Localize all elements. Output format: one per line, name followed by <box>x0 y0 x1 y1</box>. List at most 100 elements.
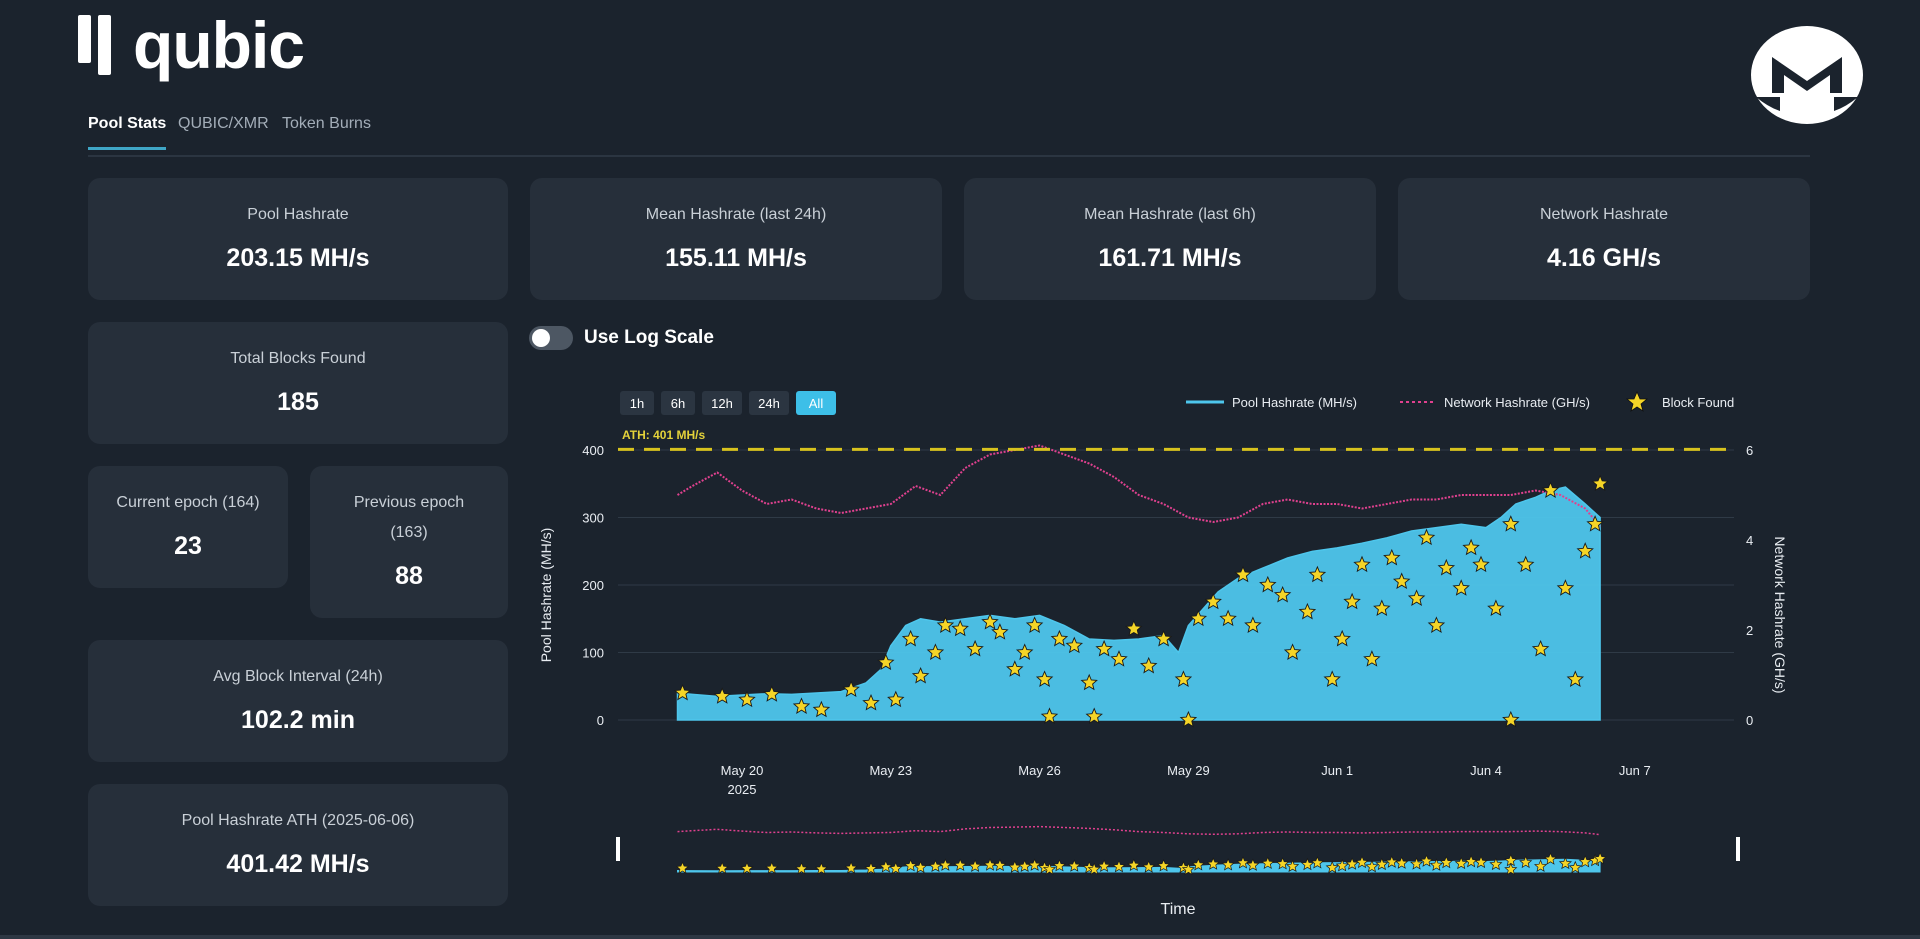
range-button-12h[interactable]: 12h <box>702 391 742 415</box>
toggle-knob <box>532 329 550 347</box>
card-network-hashrate: Network Hashrate 4.16 GH/s <box>1398 178 1810 300</box>
pool-area <box>676 486 1601 721</box>
card-label: Mean Hashrate (last 24h) <box>645 206 827 223</box>
block-marker <box>1234 565 1252 583</box>
block-marker <box>1219 609 1237 627</box>
card-value: 203.15 MH/s <box>226 244 370 272</box>
card-value: 102.2 min <box>241 706 355 734</box>
log-scale-toggle[interactable] <box>529 326 573 350</box>
range-button-label: 24h <box>758 396 780 411</box>
minimap-block-marker <box>983 858 997 871</box>
block-marker <box>1343 592 1361 610</box>
minimap-block-marker <box>844 861 858 874</box>
minimap-block-marker <box>1206 857 1220 870</box>
minimap-left-handle[interactable] <box>616 837 620 861</box>
range-button-bg <box>620 391 654 415</box>
minimap-block-marker <box>879 859 893 873</box>
qubic-logo[interactable]: qubic <box>78 12 305 78</box>
card-label: Avg Block Interval (24h) <box>213 668 383 685</box>
block-marker <box>1373 599 1391 617</box>
minimap-block-marker <box>675 861 690 874</box>
card-label: Total Blocks Found <box>230 350 366 367</box>
x-tick-label: Jun 4 <box>1470 763 1502 778</box>
minimap-block-marker <box>1464 854 1478 868</box>
range-button-label: 12h <box>711 396 733 411</box>
minimap-block-marker <box>953 858 967 872</box>
legend-block: Block Found <box>1662 395 1734 410</box>
card-value: 161.71 MH/s <box>1098 244 1242 272</box>
block-marker <box>738 690 756 708</box>
tab-bar: Pool Stats QUBIC/XMR Token Burns <box>88 115 1810 157</box>
tab-qubic-xmr[interactable]: QUBIC/XMR <box>178 115 269 132</box>
minimap-block-marker <box>715 861 729 875</box>
range-button-bg <box>661 391 695 415</box>
block-marker <box>1586 515 1604 532</box>
minimap-block-marker <box>928 859 942 873</box>
minimap-block-marker <box>993 858 1007 872</box>
block-marker <box>1035 670 1054 687</box>
log-scale-label: Use Log Scale <box>584 327 714 348</box>
y-tick-label: 0 <box>597 713 604 728</box>
block-marker <box>1204 592 1222 610</box>
minimap-block-marker <box>1310 856 1324 869</box>
y-tick-label: 200 <box>582 578 604 593</box>
range-button-all[interactable]: All <box>796 391 836 415</box>
block-marker <box>1502 710 1520 728</box>
block-marker <box>1189 609 1208 627</box>
legend-block-swatch <box>1625 390 1649 412</box>
block-marker <box>842 680 860 698</box>
minimap-right-handle[interactable] <box>1736 837 1740 861</box>
range-button-24h[interactable]: 24h <box>749 391 789 415</box>
minimap-block-marker <box>1429 858 1443 871</box>
tab-pool-stats[interactable]: Pool Stats <box>88 115 167 150</box>
range-button-1h[interactable]: 1h <box>620 391 654 415</box>
card-label: Current epoch (164) <box>116 494 260 511</box>
minimap-block-marker <box>1127 858 1141 872</box>
minimap-block-marker <box>1236 856 1250 869</box>
minimap-block-marker <box>1578 854 1592 868</box>
minimap-block-marker <box>914 860 928 874</box>
minimap-block-marker <box>1365 859 1379 873</box>
card-value: 88 <box>395 562 423 590</box>
range-button-label: 6h <box>671 396 685 411</box>
x-tick-label: Jun 7 <box>1619 763 1651 778</box>
y2-axis-title: Network Hashrate (GH/s) <box>1772 536 1788 693</box>
minimap-block-marker <box>1395 856 1409 869</box>
minimap-block-marker <box>1419 854 1434 867</box>
range-button-6h[interactable]: 6h <box>661 391 695 415</box>
block-marker <box>951 619 969 637</box>
pool-hashrate-series <box>676 486 1601 721</box>
minimap-block-marker <box>1345 857 1359 870</box>
range-slider-minimap[interactable] <box>616 825 1740 876</box>
tab-token-burns[interactable]: Token Burns <box>282 115 371 132</box>
minimap-block-marker <box>1300 857 1314 871</box>
minimap-block-marker <box>1489 857 1503 871</box>
block-marker <box>877 653 895 671</box>
minimap-block-marker <box>1181 862 1195 876</box>
block-marker <box>1472 555 1490 573</box>
block-marker <box>1333 629 1351 647</box>
block-marker <box>1080 673 1098 691</box>
hashrate-chart[interactable]: 1h 6h 12h 24h All Pool Hashrate (MH/s) Netwo… <box>530 375 1790 935</box>
minimap-block-marker <box>889 861 903 875</box>
network-hashrate-series <box>676 444 1601 528</box>
block-marker <box>763 685 781 702</box>
minimap-block-marker <box>938 858 952 871</box>
block-marker <box>1516 555 1535 573</box>
block-marker <box>1502 515 1520 532</box>
block-marker <box>1531 639 1550 657</box>
y-tick-label: 400 <box>582 443 604 458</box>
card-total-blocks: Total Blocks Found 185 <box>88 322 508 444</box>
minimap-block-marker <box>1157 858 1171 872</box>
minimap-block-marker <box>1504 862 1518 876</box>
card-value: 4.16 GH/s <box>1547 244 1661 272</box>
block-marker <box>887 690 905 708</box>
y2-tick-label: 2 <box>1746 623 1753 638</box>
block-marker <box>911 666 930 684</box>
x-tick-label: May 26 <box>1018 763 1061 778</box>
minimap-block-marker <box>1246 858 1260 871</box>
block-marker <box>991 623 1009 640</box>
minimap-block-marker <box>1410 857 1424 870</box>
network-line <box>676 444 1601 528</box>
minimap-block-marker <box>1018 859 1032 873</box>
